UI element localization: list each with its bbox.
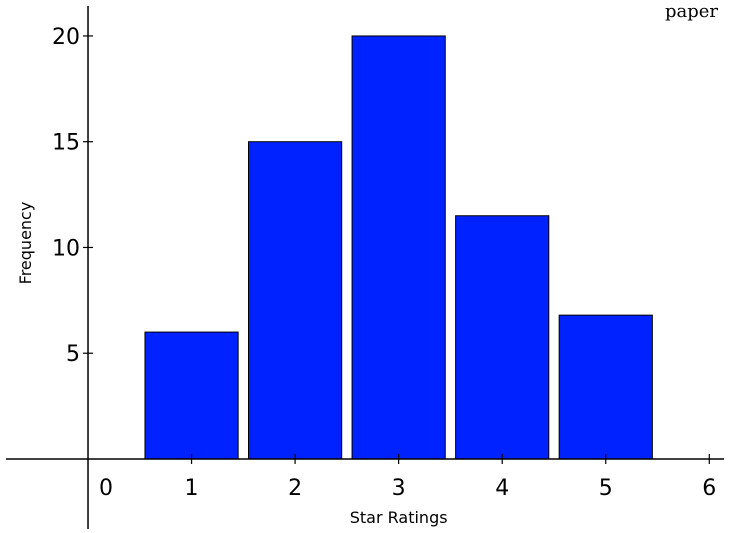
x-tick-label-2: 2	[288, 476, 302, 501]
x-tick-label-5: 5	[599, 476, 613, 501]
y-tick-label-15: 15	[52, 131, 80, 156]
bar-4	[455, 215, 550, 460]
y-axis-title: Frequency	[16, 202, 35, 285]
bars-group	[144, 35, 653, 460]
y-tick-label-20: 20	[52, 25, 80, 50]
bar-3	[351, 35, 446, 460]
x-tick-label-0: 0	[99, 476, 113, 501]
bar-2	[248, 141, 343, 460]
x-axis-title: Star Ratings	[350, 508, 448, 527]
y-tick-label-10: 10	[52, 236, 80, 261]
y-ticks-group: 5 10 15 20	[52, 25, 94, 367]
x-tick-label-4: 4	[495, 476, 509, 501]
top-caption-text: paper	[665, 1, 718, 22]
x-ticks-group: 0 1 2 3 4 5 6	[99, 453, 716, 501]
x-tick-label-6: 6	[702, 476, 716, 501]
y-tick-label-5: 5	[66, 342, 80, 367]
x-tick-label-1: 1	[185, 476, 199, 501]
bar-1	[144, 331, 239, 460]
bar-5	[558, 314, 653, 460]
x-tick-label-3: 3	[392, 476, 406, 501]
